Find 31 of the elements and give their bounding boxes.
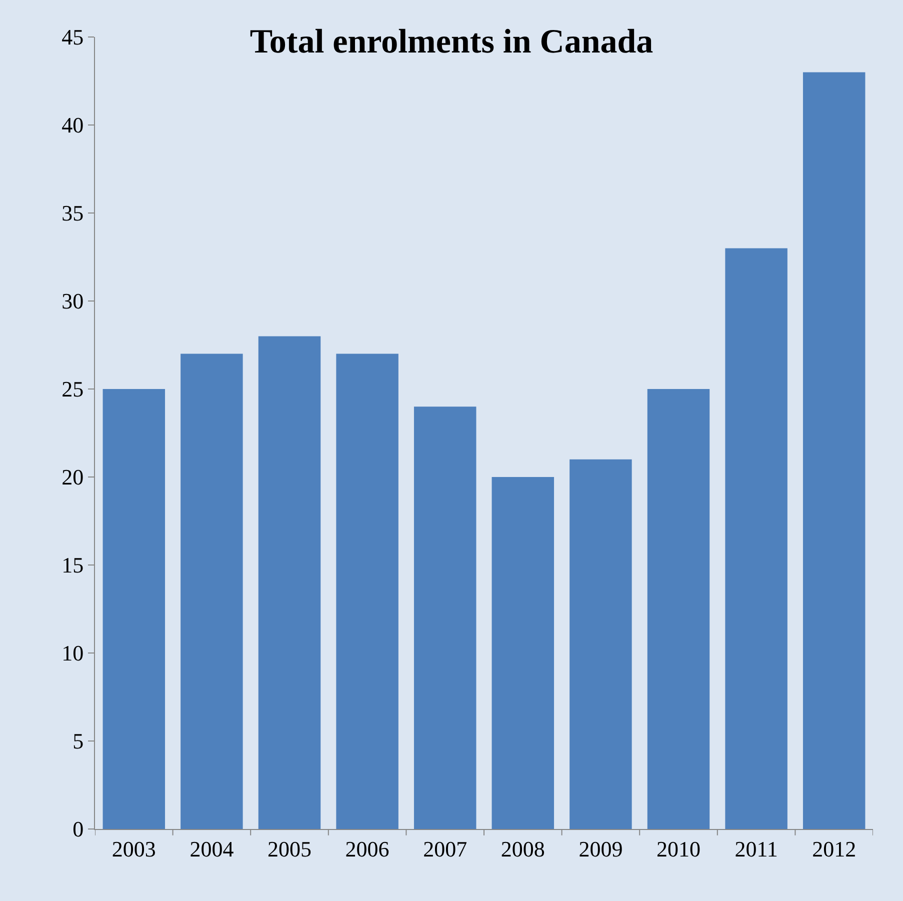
bar xyxy=(570,459,632,829)
y-tick-label: 5 xyxy=(72,728,84,754)
chart-title: Total enrolments in Canada xyxy=(250,23,654,60)
bar xyxy=(258,336,321,829)
x-tick-label: 2010 xyxy=(656,836,700,862)
x-tick-label: 2005 xyxy=(268,836,312,862)
bar xyxy=(802,72,866,829)
y-tick-label: 35 xyxy=(62,200,84,226)
bar xyxy=(336,354,398,829)
x-tick-label: 2006 xyxy=(345,836,390,862)
x-tick-label: 2008 xyxy=(500,836,545,862)
x-tick-label: 2009 xyxy=(578,836,623,862)
y-tick-label: 0 xyxy=(72,816,84,842)
bar xyxy=(102,389,166,829)
y-tick-label: 15 xyxy=(62,552,84,578)
y-tick-label: 20 xyxy=(62,464,84,490)
x-tick-label: 2004 xyxy=(190,836,234,862)
x-tick-label: 2012 xyxy=(812,836,856,862)
y-tick-label: 45 xyxy=(62,24,84,50)
y-tick-label: 40 xyxy=(62,112,84,138)
bar xyxy=(414,406,476,829)
x-tick-label: 2007 xyxy=(423,836,468,862)
y-tick-label: 10 xyxy=(62,640,84,666)
bar xyxy=(647,389,710,829)
x-tick-label: 2003 xyxy=(112,836,156,862)
y-tick-label: 25 xyxy=(62,376,84,402)
bar xyxy=(725,248,788,829)
bar xyxy=(180,354,243,829)
x-tick-label: 2011 xyxy=(734,836,778,862)
bar xyxy=(492,477,554,829)
y-tick-label: 30 xyxy=(62,288,84,314)
